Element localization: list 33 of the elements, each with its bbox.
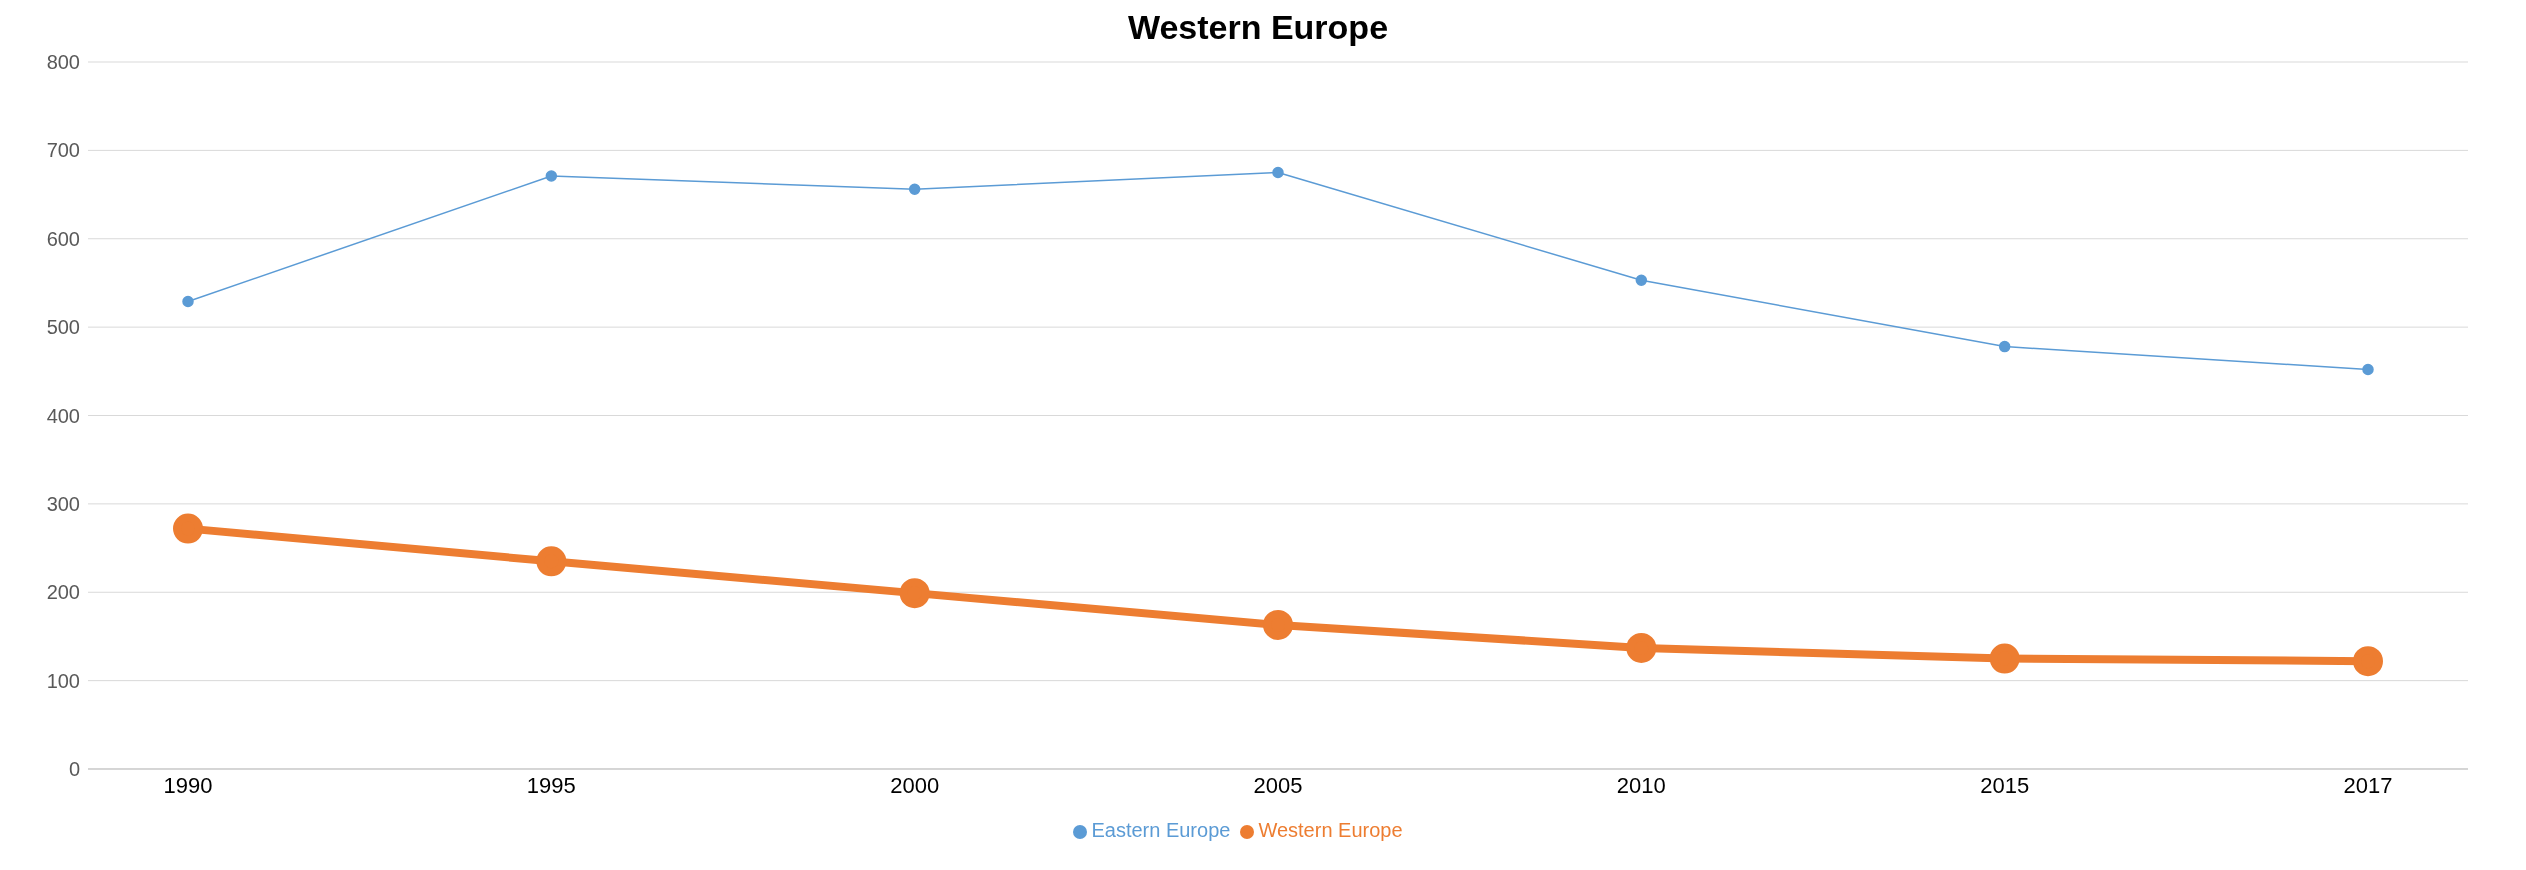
legend-label: Western Europe (1258, 819, 1403, 841)
x-tick-label: 2000 (890, 772, 940, 798)
y-tick-label: 300 (46, 492, 80, 515)
point (908, 183, 921, 196)
y-tick-label: 600 (46, 227, 80, 250)
x-tick-label: 2017 (2343, 772, 2393, 798)
y-tick-label: 800 (46, 51, 80, 74)
x-tick-label: 2015 (1980, 772, 2030, 798)
point (1635, 274, 1648, 287)
y-tick-label: 200 (46, 581, 80, 604)
point (2362, 363, 2374, 376)
y-tick-label: 400 (46, 404, 80, 427)
point (1626, 632, 1657, 663)
point (536, 546, 567, 577)
y-tick-label: 700 (46, 139, 80, 162)
point (2353, 646, 2383, 677)
x-tick-label: 2005 (1253, 772, 1303, 798)
chart-title: Western Europe (1126, 8, 1390, 48)
y-tick-label: 100 (46, 669, 80, 692)
y-tick-label: 500 (46, 316, 80, 339)
point (1989, 643, 2020, 674)
y-tick-label: 0 (68, 758, 80, 781)
point (899, 578, 930, 609)
point (182, 295, 194, 308)
point (1263, 609, 1293, 640)
legend-label: Eastern Europe (1091, 819, 1231, 841)
point (1998, 340, 2011, 353)
x-tick-label: 1995 (526, 772, 576, 798)
x-tick-label: 2010 (1616, 772, 1666, 798)
point (1272, 166, 1284, 179)
x-tick-label: 1990 (163, 772, 213, 798)
point (545, 170, 558, 182)
point (173, 513, 203, 544)
